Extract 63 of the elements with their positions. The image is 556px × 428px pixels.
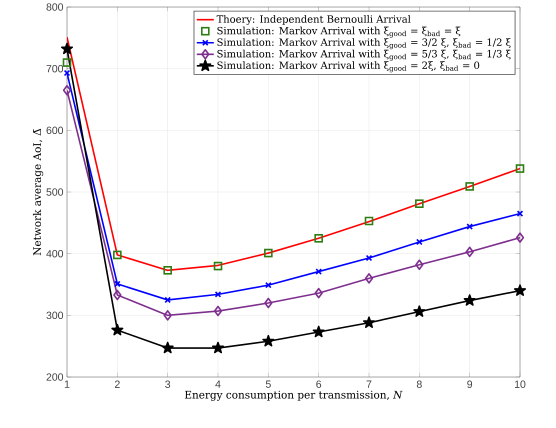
point <box>113 250 122 260</box>
x-tick-label: 6 <box>316 380 322 388</box>
point <box>111 324 124 336</box>
point <box>262 334 274 346</box>
point <box>214 262 222 270</box>
point <box>164 310 172 321</box>
point <box>62 84 72 96</box>
point <box>516 164 524 173</box>
x-tick-label: 10 <box>514 380 526 388</box>
point <box>164 296 171 304</box>
point <box>464 294 476 306</box>
point <box>114 280 121 288</box>
point <box>163 266 172 275</box>
point <box>214 306 222 316</box>
legend-label: Thoery: Independent Bernoulli Arrival <box>216 15 411 25</box>
y-axis-title: Network average AoI, Δ̄ <box>32 128 44 256</box>
point <box>415 199 424 208</box>
point <box>364 216 374 226</box>
x-axis-title: Energy consumption per transmission, N <box>184 390 403 401</box>
point <box>162 342 174 354</box>
legend-label: Simulation: Markov Arrival with ξ$_{good}$ = 2ξ, ξ$_{bad}$ = 0 <box>217 61 480 72</box>
point <box>514 284 526 296</box>
point <box>465 182 474 191</box>
x-tick-label: 1 <box>64 380 70 388</box>
y-tick-label: 800 <box>46 3 64 11</box>
legend-label: Simulation: Markov Arrival with ξ$_{good}$ = 5/3 ξ, ξ$_{bad}$ = 1/3 ξ <box>217 50 511 61</box>
point <box>315 268 322 275</box>
point <box>264 298 273 308</box>
x-tick-label: 7 <box>366 380 372 388</box>
point <box>312 326 325 338</box>
point <box>265 282 272 288</box>
point <box>113 290 122 300</box>
point <box>413 305 426 317</box>
point <box>264 248 273 258</box>
line-series <box>67 36 520 272</box>
point <box>62 58 72 67</box>
point <box>364 273 374 284</box>
point <box>212 342 224 354</box>
y-tick-label: 500 <box>46 188 64 196</box>
x-tick-label: 9 <box>467 380 472 388</box>
point <box>214 291 222 298</box>
y-tick-label: 400 <box>46 250 64 258</box>
x-tick-label: 3 <box>165 380 170 388</box>
point <box>416 238 423 246</box>
y-tick-label: 600 <box>46 126 64 134</box>
x-tick-label: 8 <box>416 380 422 388</box>
x-tick-label: 2 <box>114 380 120 388</box>
y-tick-label: 300 <box>46 312 64 320</box>
y-tick-label: 200 <box>46 373 64 381</box>
point <box>314 288 323 298</box>
x-tick-label: 4 <box>215 380 221 388</box>
point <box>362 316 376 328</box>
x-tick-label: 5 <box>266 380 271 388</box>
point <box>415 259 424 270</box>
point <box>466 246 474 258</box>
point <box>366 254 372 262</box>
point <box>516 232 524 243</box>
point <box>466 223 473 230</box>
point <box>314 234 323 243</box>
legend-label: Simulation: Markov Arrival with ξ$_{good}$ = ξ$_{bad}$ = ξ <box>217 26 460 38</box>
y-tick-label: 700 <box>46 64 64 72</box>
legend-label: Simulation: Markov Arrival with ξ$_{good}$ = 3/2 ξ, ξ$_{bad}$ = 1/2 ξ <box>217 38 511 50</box>
point <box>60 42 74 54</box>
